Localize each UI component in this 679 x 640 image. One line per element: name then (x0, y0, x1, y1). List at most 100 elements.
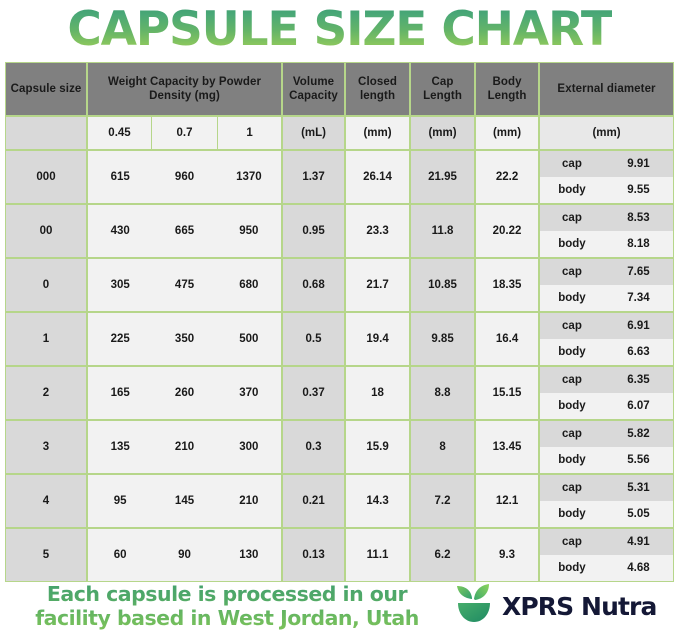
cell-weight-1: 210 (239, 495, 259, 507)
ext-cap-label: cap (562, 266, 582, 278)
cell-cap-length: 11.8 (410, 204, 476, 258)
subheader-volume-unit: (mL) (282, 116, 346, 150)
ext-cap-value: 9.91 (627, 158, 650, 170)
cell-cap-length: 8.8 (410, 366, 476, 420)
cell-body-length: 9.3 (475, 528, 540, 582)
cell-weight-07: 145 (174, 495, 195, 507)
cell-volume-capacity: 0.37 (282, 366, 346, 420)
footer-tagline: Each capsule is processed in our facilit… (12, 582, 442, 630)
table-row: 3 135 210 300 0.3 15.9 8 13.45 cap 5.82 body 5.56 (5, 420, 675, 474)
subheader-cap-unit: (mm) (410, 116, 476, 150)
ext-cap-line: cap 4.91 (540, 529, 674, 555)
cell-closed-length: 19.4 (345, 312, 411, 366)
cell-external-diameter: cap 9.91 body 9.55 (539, 150, 675, 204)
ext-body-value: 4.68 (627, 562, 650, 574)
header-closed-length: Closed length (345, 62, 411, 116)
ext-cap-value: 5.31 (627, 482, 650, 494)
ext-cap-label: cap (562, 158, 582, 170)
page-title-text: CAPSULE SIZE CHART (67, 1, 613, 57)
cell-volume-capacity: 0.13 (282, 528, 346, 582)
cell-external-diameter: cap 6.91 body 6.63 (539, 312, 675, 366)
cell-cap-length: 8 (410, 420, 476, 474)
cell-volume-capacity: 0.68 (282, 258, 346, 312)
cell-weight-1: 300 (239, 441, 259, 453)
subheader-body-unit: (mm) (475, 116, 540, 150)
cell-volume-capacity: 0.3 (282, 420, 346, 474)
ext-body-value: 5.56 (627, 454, 650, 466)
ext-cap-label: cap (562, 320, 582, 332)
cell-weight-07: 475 (174, 279, 195, 291)
ext-cap-line: cap 5.82 (540, 421, 674, 447)
cell-volume-capacity: 0.5 (282, 312, 346, 366)
cell-body-length: 18.35 (475, 258, 540, 312)
ext-cap-label: cap (562, 428, 582, 440)
ext-body-line: body 8.18 (540, 231, 674, 257)
subheader-density-045: 0.45 (87, 116, 152, 150)
cell-body-length: 15.15 (475, 366, 540, 420)
cell-weight-07: 960 (174, 171, 195, 183)
header-capsule-size: Capsule size (5, 62, 87, 116)
ext-cap-line: cap 9.91 (540, 151, 674, 177)
cell-body-length: 12.1 (475, 474, 540, 528)
cell-external-diameter: cap 5.82 body 5.56 (539, 420, 675, 474)
ext-body-line: body 6.63 (540, 339, 674, 365)
cell-weight-045: 305 (110, 279, 130, 291)
ext-cap-value: 6.91 (627, 320, 650, 332)
cell-capsule-size: 2 (5, 366, 87, 420)
cell-weight-capacity: 615 960 1370 (87, 150, 283, 204)
cell-capsule-size: 4 (5, 474, 87, 528)
cell-weight-1: 680 (239, 279, 259, 291)
cell-closed-length: 26.14 (345, 150, 411, 204)
ext-body-label: body (558, 454, 586, 466)
header-weight-capacity: Weight Capacity by Powder Density (mg) (87, 62, 283, 116)
cell-weight-1: 130 (239, 549, 259, 561)
cell-body-length: 16.4 (475, 312, 540, 366)
subheader-density-1: 1 (217, 116, 283, 150)
subheader-density-07: 0.7 (152, 116, 217, 150)
ext-cap-value: 5.82 (627, 428, 650, 440)
ext-body-label: body (558, 346, 586, 358)
cell-closed-length: 14.3 (345, 474, 411, 528)
cell-weight-07: 350 (174, 333, 195, 345)
cell-weight-1: 1370 (236, 171, 262, 183)
footer: Each capsule is processed in our facilit… (0, 572, 679, 640)
ext-body-value: 5.05 (627, 508, 650, 520)
cell-capsule-size: 0 (5, 258, 87, 312)
table-body: 000 615 960 1370 1.37 26.14 21.95 22.2 cap 9.91 bo… (5, 150, 675, 582)
ext-body-value: 6.63 (627, 346, 650, 358)
cell-weight-045: 95 (113, 495, 127, 507)
cell-weight-capacity: 135 210 300 (87, 420, 283, 474)
cell-closed-length: 21.7 (345, 258, 411, 312)
table-row: 4 95 145 210 0.21 14.3 7.2 12.1 cap 5.31 body 5.05 (5, 474, 675, 528)
ext-cap-line: cap 5.31 (540, 475, 674, 501)
cell-weight-capacity: 430 665 950 (87, 204, 283, 258)
cell-cap-length: 10.85 (410, 258, 476, 312)
cell-cap-length: 7.2 (410, 474, 476, 528)
ext-body-label: body (558, 238, 586, 250)
brand-logo: XPRS Nutra (452, 582, 667, 631)
cell-capsule-size: 3 (5, 420, 87, 474)
header-volume-capacity: Volume Capacity (282, 62, 346, 116)
ext-cap-line: cap 8.53 (540, 205, 674, 231)
ext-body-label: body (558, 292, 586, 304)
ext-body-label: body (558, 508, 586, 520)
ext-cap-value: 6.35 (627, 374, 650, 386)
table-row: 5 60 90 130 0.13 11.1 6.2 9.3 cap 4.91 body 4.68 (5, 528, 675, 582)
subheader-closed-unit: (mm) (345, 116, 411, 150)
ext-cap-label: cap (562, 212, 582, 224)
header-body-length: Body Length (475, 62, 540, 116)
ext-cap-value: 8.53 (627, 212, 650, 224)
header-cap-length: Cap Length (410, 62, 476, 116)
ext-cap-value: 7.65 (627, 266, 650, 278)
cell-weight-1: 950 (239, 225, 259, 237)
cell-weight-07: 665 (174, 225, 195, 237)
subheader-external-unit: (mm) (539, 116, 675, 150)
ext-body-line: body 9.55 (540, 177, 674, 203)
ext-body-label: body (558, 184, 586, 196)
ext-cap-label: cap (562, 374, 582, 386)
table-subheader-row: 0.45 0.7 1 (mL) (mm) (mm) (mm) (mm) (5, 116, 675, 150)
cell-volume-capacity: 0.21 (282, 474, 346, 528)
cell-weight-capacity: 165 260 370 (87, 366, 283, 420)
cell-weight-capacity: 225 350 500 (87, 312, 283, 366)
cell-weight-capacity: 60 90 130 (87, 528, 283, 582)
